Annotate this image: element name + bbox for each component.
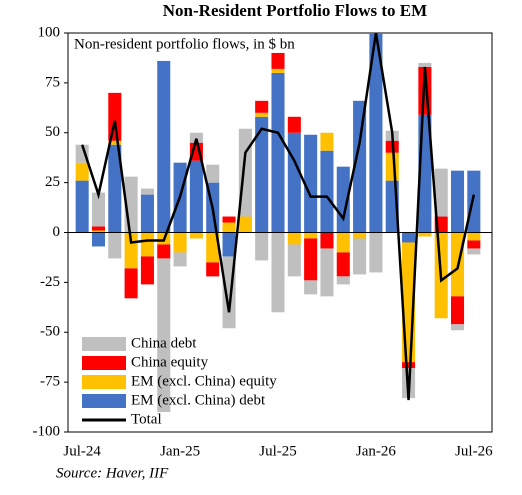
bar	[271, 68, 285, 73]
bar	[189, 232, 203, 239]
bar	[402, 362, 416, 369]
bar	[206, 164, 220, 183]
x-tick-label: Jan-26	[356, 443, 396, 459]
bar	[222, 216, 236, 223]
x-tick-label: Jan-25	[160, 443, 200, 459]
bar	[287, 232, 301, 245]
bar	[385, 152, 399, 181]
bar	[124, 268, 138, 299]
legend-swatch	[82, 375, 126, 389]
legend-swatch	[82, 337, 126, 351]
legend-label: China equity	[131, 354, 209, 370]
bar	[304, 280, 318, 295]
bar	[75, 180, 89, 233]
bar	[369, 232, 383, 273]
x-tick-label: Jul-26	[455, 443, 493, 459]
y-tick-label: 50	[45, 124, 60, 140]
bar	[450, 296, 465, 325]
bar	[255, 232, 269, 261]
bar	[304, 238, 318, 281]
bar	[467, 240, 481, 249]
bar	[255, 112, 269, 117]
y-tick-label: -25	[40, 274, 60, 290]
bar	[271, 72, 285, 233]
legend-swatch	[82, 394, 126, 408]
bar	[157, 60, 171, 233]
bar	[353, 100, 367, 233]
x-tick-label: Jul-24	[63, 443, 101, 459]
bar	[157, 258, 171, 413]
bar	[108, 92, 122, 141]
bar	[287, 116, 301, 133]
y-tick-label: 75	[45, 74, 60, 90]
y-tick-label: -100	[33, 423, 61, 439]
bar	[271, 232, 285, 313]
bar	[336, 276, 350, 285]
bar	[157, 244, 171, 259]
bar	[287, 132, 301, 233]
annotation: Non-resident portfolio flows, in $ bn	[74, 36, 295, 52]
bar	[140, 232, 154, 257]
bar	[450, 324, 465, 331]
bar	[255, 100, 269, 113]
bar	[238, 216, 252, 233]
chart-title: Non-Resident Portfolio Flows to EM	[163, 1, 427, 20]
bar	[418, 62, 432, 67]
source: Source: Haver, IIF	[56, 465, 169, 481]
bar	[418, 232, 432, 237]
bar	[222, 222, 236, 233]
bar	[140, 194, 154, 233]
bar	[402, 232, 416, 243]
bar	[320, 232, 334, 249]
bar	[467, 248, 481, 255]
bar	[353, 232, 367, 239]
legend-swatch	[82, 356, 126, 370]
bar	[271, 52, 285, 69]
y-tick-label: 100	[38, 24, 61, 40]
bar	[91, 232, 106, 247]
bar	[206, 262, 220, 277]
bar	[450, 170, 465, 233]
bar	[467, 232, 481, 241]
bar	[108, 140, 122, 145]
bar	[353, 238, 367, 275]
legend-label: EM (excl. China) equity	[131, 373, 277, 389]
bar	[255, 116, 269, 233]
legend-label: EM (excl. China) debt	[131, 392, 266, 408]
bar	[336, 252, 350, 277]
bar	[91, 192, 106, 227]
bar	[91, 226, 106, 231]
bar	[320, 150, 334, 233]
bar	[320, 132, 334, 151]
bar	[287, 244, 301, 277]
y-tick-label: 25	[45, 174, 60, 190]
line-series	[80, 32, 476, 401]
bar	[140, 256, 154, 285]
bar	[304, 134, 318, 233]
bar	[91, 230, 106, 233]
y-tick-label: -75	[40, 374, 60, 390]
bar	[467, 170, 481, 233]
bar	[434, 168, 448, 217]
y-tick-label: 0	[53, 224, 61, 240]
bar	[189, 160, 203, 233]
bar	[304, 232, 318, 239]
bar	[173, 232, 187, 253]
y-tick-label: -50	[40, 324, 60, 340]
bar	[75, 162, 89, 181]
bar	[108, 232, 122, 259]
bar	[140, 188, 154, 195]
x-tick-label: Jul-25	[259, 443, 297, 459]
legend-label: China debt	[131, 335, 197, 351]
bar	[108, 144, 122, 233]
bar	[336, 232, 350, 253]
bar	[189, 132, 203, 143]
bar	[206, 232, 220, 263]
bar	[222, 232, 236, 257]
bar	[173, 252, 187, 267]
legend-label: Total	[131, 411, 162, 427]
bar	[320, 248, 334, 297]
bar	[369, 33, 383, 233]
